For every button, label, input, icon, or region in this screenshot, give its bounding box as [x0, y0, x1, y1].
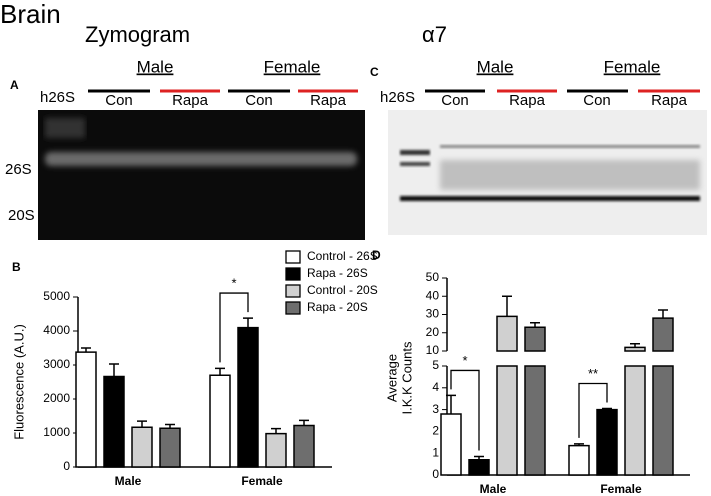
error-bar: [215, 367, 225, 376]
bar: [131, 426, 153, 468]
error-bar: [474, 455, 484, 460]
lane-label: Con: [245, 92, 273, 109]
error-bar: [602, 407, 612, 410]
error-bar: [502, 295, 512, 317]
bar: [159, 427, 181, 468]
x-tick-label: Female: [600, 482, 642, 496]
error-bar: [299, 419, 309, 426]
bar: [468, 458, 490, 476]
legend-label: Control - 26S: [307, 249, 378, 263]
y-axis-label: Fluorescence (A.U.): [11, 324, 26, 440]
bar: [75, 351, 97, 468]
group-label: Female: [604, 57, 661, 76]
marker-label: h26S: [380, 89, 415, 106]
bar: [652, 317, 674, 476]
marker-label: h26S: [40, 89, 75, 106]
y-tick-label: 2: [432, 424, 439, 438]
y-tick-label: 4: [432, 380, 439, 394]
legend-swatch: [285, 250, 301, 264]
y-axis-label: Average: [384, 354, 399, 402]
bar: [293, 424, 315, 468]
legend-label: Rapa - 20S: [307, 300, 368, 314]
panel-label: B: [12, 260, 21, 274]
y-tick-label: 20: [426, 325, 440, 339]
error-bar: [137, 420, 147, 428]
lane-label: Rapa: [509, 92, 546, 109]
panel-label: A: [10, 78, 19, 92]
lane-label: Rapa: [651, 92, 688, 109]
error-bar: [530, 321, 540, 328]
legend-swatch: [285, 284, 301, 298]
blot-image: [388, 110, 707, 235]
y-tick-label: 30: [426, 307, 440, 321]
panel-label: C: [370, 65, 379, 79]
band-label: 26S: [5, 161, 32, 178]
y-tick-label: 0: [63, 459, 70, 473]
significance-label: *: [462, 353, 467, 368]
error-bar: [81, 347, 91, 353]
group-label: Male: [137, 57, 174, 76]
legend-label: Control - 20S: [307, 283, 378, 297]
y-tick-label: 10: [426, 343, 440, 357]
bar: [237, 326, 259, 468]
legend-label: Rapa - 26S: [307, 266, 368, 280]
y-tick-label: 1: [432, 445, 439, 459]
panel-title: Zymogram: [85, 22, 190, 47]
error-bar: [630, 342, 640, 348]
lane-label: Con: [583, 92, 611, 109]
y-tick-label: 4000: [43, 323, 70, 337]
error-bar: [243, 317, 253, 328]
significance-bracket: [219, 292, 249, 363]
y-tick-label: 40: [426, 288, 440, 302]
y-tick-label: 3: [432, 402, 439, 416]
error-bar: [271, 427, 281, 434]
error-bar: [109, 363, 119, 377]
x-tick-label: Female: [241, 474, 283, 488]
y-tick-label: 0: [432, 467, 439, 481]
lane-label: Rapa: [172, 92, 209, 109]
error-bar: [574, 443, 584, 446]
bar: [496, 315, 518, 476]
panel-label: D: [372, 248, 381, 262]
band-label: 20S: [8, 207, 35, 224]
legend-swatch: [285, 301, 301, 315]
panel-title: α7: [422, 22, 447, 47]
y-tick-label: 3000: [43, 357, 70, 371]
bar: [624, 346, 646, 476]
bar: [265, 432, 287, 468]
y-tick-label: 5: [432, 358, 439, 372]
y-tick-label: 50: [426, 270, 440, 284]
bar: [440, 413, 462, 476]
bar: [596, 408, 618, 476]
charts: 0 1000 2000 3000 4000 5000 B Fluorescence (A.U.…: [11, 248, 690, 496]
significance-label: **: [588, 366, 598, 381]
y-axis-label: I.K.K Counts: [399, 341, 414, 414]
significance-label: *: [231, 276, 236, 291]
bar: [568, 444, 590, 476]
bar: [524, 326, 546, 476]
y-tick-label: 1000: [43, 425, 70, 439]
y-tick-label: 2000: [43, 391, 70, 405]
x-tick-label: Male: [115, 474, 142, 488]
gel-image: [38, 110, 365, 240]
bar: [209, 374, 231, 468]
figure-title: Brain: [0, 0, 61, 29]
bar: [103, 375, 125, 468]
lane-label: Con: [441, 92, 469, 109]
x-tick-label: Male: [480, 482, 507, 496]
legend-swatch: [285, 267, 301, 281]
error-bar: [658, 309, 668, 319]
group-label: Male: [477, 57, 514, 76]
lane-label: Rapa: [310, 92, 347, 109]
significance-bracket: [578, 382, 608, 438]
y-tick-label: 5000: [43, 289, 70, 303]
lane-label: Con: [105, 92, 133, 109]
error-bar: [165, 423, 175, 429]
significance-bracket: [450, 369, 480, 451]
group-label: Female: [264, 57, 321, 76]
error-bar: [446, 394, 456, 414]
